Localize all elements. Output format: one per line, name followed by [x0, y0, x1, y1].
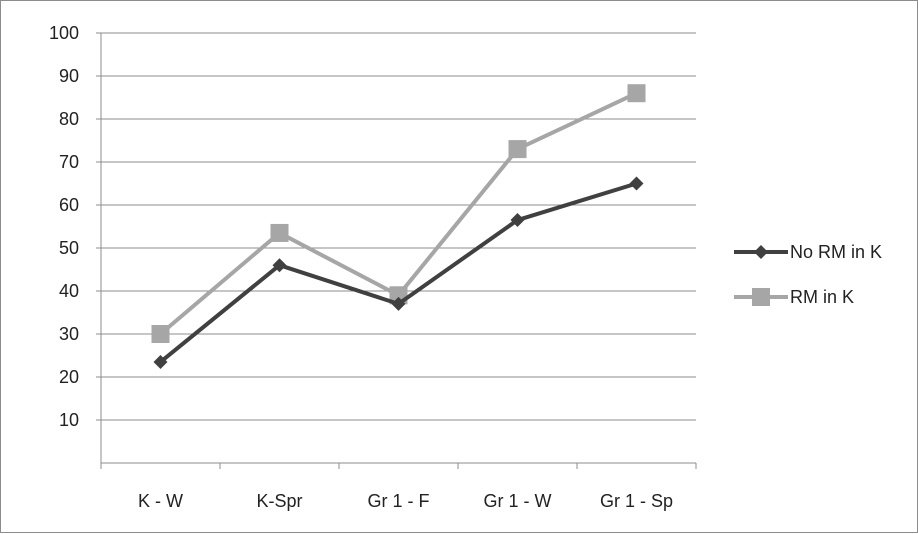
series-layer	[151, 84, 646, 369]
data-point-diamond	[754, 245, 768, 259]
x-tick-label: Gr 1 - Sp	[600, 491, 673, 511]
gridlines	[101, 32, 696, 421]
legend-item: RM in K	[734, 287, 854, 307]
y-tick-label: 50	[59, 238, 79, 258]
legend-label: No RM in K	[790, 242, 882, 262]
data-point-diamond	[629, 176, 644, 191]
data-point-diamond	[272, 258, 287, 273]
data-point-square	[508, 140, 527, 159]
x-tick-label: Gr 1 - W	[484, 491, 552, 511]
series-no-rm-in-k	[153, 176, 644, 369]
data-point-square	[752, 288, 770, 306]
y-tick-label: 60	[59, 195, 79, 215]
y-tick-label: 40	[59, 281, 79, 301]
y-tick-label: 30	[59, 324, 79, 344]
y-tick-label: 70	[59, 152, 79, 172]
data-point-diamond	[153, 354, 168, 369]
y-tick-label: 90	[59, 66, 79, 86]
y-tick-label: 100	[49, 23, 79, 43]
data-point-diamond	[510, 213, 525, 228]
axes: 10 20 30 40 50 60 70 80 90 100 K - W K-Spr Gr 1 - F G…	[49, 23, 697, 511]
legend-item: No RM in K	[734, 242, 882, 262]
x-tick-label: K-Spr	[256, 491, 302, 511]
x-tick-label: Gr 1 - F	[368, 491, 430, 511]
y-tick-label: 10	[59, 410, 79, 430]
legend-label: RM in K	[790, 287, 854, 307]
legend: No RM in K RM in K	[734, 242, 882, 307]
data-point-diamond	[391, 296, 406, 311]
series-rm-in-k	[151, 84, 646, 343]
y-tick-label: 20	[59, 367, 79, 387]
data-point-square	[627, 84, 646, 103]
data-point-square	[151, 325, 170, 343]
data-point-square	[270, 223, 289, 242]
y-tick-label: 80	[59, 109, 79, 129]
x-tick-label: K - W	[138, 491, 183, 511]
